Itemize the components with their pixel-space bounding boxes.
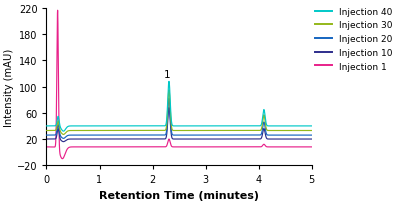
Legend: Injection 40, Injection 30, Injection 20, Injection 10, Injection 1: Injection 40, Injection 30, Injection 20…	[312, 4, 396, 75]
Text: 1: 1	[164, 70, 171, 80]
X-axis label: Retention Time (minutes): Retention Time (minutes)	[99, 190, 259, 200]
Y-axis label: Intensity (mAU): Intensity (mAU)	[4, 48, 14, 126]
